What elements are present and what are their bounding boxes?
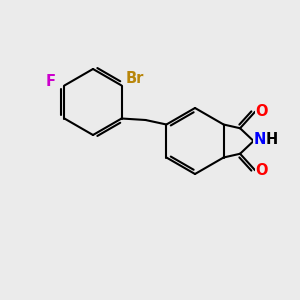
Text: Br: Br [126, 70, 144, 86]
Text: O: O [255, 163, 268, 178]
Text: F: F [46, 74, 56, 88]
Text: H: H [266, 132, 278, 147]
Text: N: N [254, 132, 266, 147]
Text: O: O [255, 104, 268, 119]
